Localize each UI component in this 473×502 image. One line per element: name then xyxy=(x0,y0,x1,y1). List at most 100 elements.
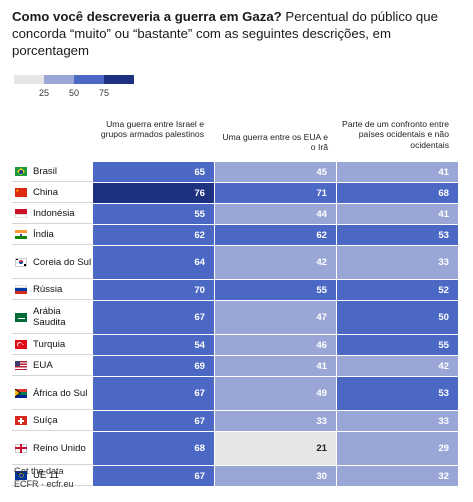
country-cell: Índia xyxy=(12,225,92,245)
value-cell: 41 xyxy=(336,204,458,224)
table-row: Índia 62 62 53 xyxy=(12,225,458,246)
indonesia-flag-icon xyxy=(15,209,27,218)
get-data-link[interactable]: Get the data xyxy=(14,466,64,476)
value-cell: 71 xyxy=(214,183,336,203)
value-cell: 44 xyxy=(214,204,336,224)
value-cell: 55 xyxy=(214,280,336,300)
legend-tick-25: 25 xyxy=(38,88,50,98)
country-name: África do Sul xyxy=(33,387,88,399)
value-cell: 62 xyxy=(214,225,336,245)
country-name: UE 11 xyxy=(33,470,59,481)
value-cell: 21 xyxy=(214,432,336,465)
table-row: Rússia 70 55 52 xyxy=(12,280,458,301)
legend-tick-labels: 25 50 75 xyxy=(14,88,134,100)
source-credit: ECFR · ecfr.eu xyxy=(14,479,74,489)
value-cell: 33 xyxy=(336,246,458,279)
table-row: Indonésia 55 44 41 xyxy=(12,204,458,225)
value-cell: 49 xyxy=(214,377,336,410)
value-cell: 54 xyxy=(92,335,214,355)
value-cell: 50 xyxy=(336,301,458,334)
legend-swatch xyxy=(74,75,104,84)
value-cell: 45 xyxy=(214,162,336,182)
table-row: Coreia do Sul 64 42 33 xyxy=(12,246,458,280)
country-name: Turquia xyxy=(33,339,66,350)
country-cell: Indonésia xyxy=(12,204,92,224)
chart-title: Como você descreveria a guerra em Gaza? … xyxy=(12,8,464,59)
country-name: EUA xyxy=(33,360,53,371)
value-cell: 55 xyxy=(336,335,458,355)
turkey-flag-icon xyxy=(15,340,27,349)
legend-swatch xyxy=(14,75,44,84)
color-legend: 25 50 75 xyxy=(14,75,134,100)
value-cell: 67 xyxy=(92,377,214,410)
value-cell: 33 xyxy=(336,411,458,431)
value-cell: 69 xyxy=(92,356,214,376)
title-question: Como você descreveria a guerra em Gaza? xyxy=(12,9,282,24)
country-name: Arábia Saudita xyxy=(33,306,66,328)
data-table: Brasil 65 45 41 China 76 71 68 Indonésia 55 44 41 Ín… xyxy=(12,162,458,487)
table-row: China 76 71 68 xyxy=(12,183,458,204)
value-cell: 67 xyxy=(92,411,214,431)
table-row: Brasil 65 45 41 xyxy=(12,162,458,183)
country-cell: Reino Unido xyxy=(12,432,92,465)
country-cell: Coreia do Sul xyxy=(12,246,92,279)
footer: Get the data ECFR · ecfr.eu xyxy=(14,465,74,491)
value-cell: 68 xyxy=(336,183,458,203)
value-cell: 29 xyxy=(336,432,458,465)
country-cell: China xyxy=(12,183,92,203)
india-flag-icon xyxy=(15,230,27,239)
country-cell: Suíça xyxy=(12,411,92,431)
value-cell: 30 xyxy=(214,466,336,486)
value-cell: 55 xyxy=(92,204,214,224)
country-cell: UE 11 xyxy=(12,466,92,486)
country-cell: África do Sul xyxy=(12,377,92,410)
value-cell: 67 xyxy=(92,301,214,334)
value-cell: 67 xyxy=(92,466,214,486)
country-name: China xyxy=(33,187,59,198)
country-name: Coreia do Sul xyxy=(33,256,92,268)
value-cell: 46 xyxy=(214,335,336,355)
legend-tick-50: 50 xyxy=(68,88,80,98)
value-cell: 41 xyxy=(214,356,336,376)
column-header-israel-palestine: Uma guerra entre Israel e grupos armados… xyxy=(100,119,204,140)
table-row: Suíça 67 33 33 xyxy=(12,411,458,432)
country-cell: Arábia Saudita xyxy=(12,301,92,334)
legend-tick-75: 75 xyxy=(98,88,110,98)
title-description: Percentual do público que concorda “muit… xyxy=(12,9,438,58)
value-cell: 53 xyxy=(336,377,458,410)
table-row: UE 11 67 30 32 xyxy=(12,466,458,487)
country-name: Índia xyxy=(33,229,54,240)
china-flag-icon xyxy=(15,188,27,197)
value-cell: 64 xyxy=(92,246,214,279)
value-cell: 65 xyxy=(92,162,214,182)
country-cell: Brasil xyxy=(12,162,92,182)
value-cell: 32 xyxy=(336,466,458,486)
table-row: África do Sul 67 49 53 xyxy=(12,377,458,411)
value-cell: 76 xyxy=(92,183,214,203)
column-header-west-vs-nonwest: Parte de um confronto entre países ocide… xyxy=(341,119,449,150)
legend-swatch xyxy=(104,75,134,84)
usa-flag-icon xyxy=(15,361,27,370)
eu-flag-icon xyxy=(15,471,27,480)
country-name: Suíça xyxy=(33,415,58,426)
russia-flag-icon xyxy=(15,285,27,294)
value-cell: 53 xyxy=(336,225,458,245)
switzerland-flag-icon xyxy=(15,416,27,425)
legend-swatch xyxy=(44,75,74,84)
value-cell: 68 xyxy=(92,432,214,465)
column-header-usa-iran: Uma guerra entre os EUA e o Irã xyxy=(222,132,328,153)
value-cell: 42 xyxy=(214,246,336,279)
country-name: Reino Unido xyxy=(33,442,86,454)
south-korea-flag-icon xyxy=(15,257,27,267)
legend-color-scale xyxy=(14,75,134,84)
table-row: Turquia 54 46 55 xyxy=(12,335,458,356)
table-row: Reino Unido 68 21 29 xyxy=(12,432,458,466)
value-cell: 41 xyxy=(336,162,458,182)
value-cell: 33 xyxy=(214,411,336,431)
table-row: Arábia Saudita 67 47 50 xyxy=(12,301,458,335)
south-africa-flag-icon xyxy=(15,388,27,398)
country-cell: Rússia xyxy=(12,280,92,300)
country-cell: Turquia xyxy=(12,335,92,355)
table-row: EUA 69 41 42 xyxy=(12,356,458,377)
saudi-arabia-flag-icon xyxy=(15,312,27,322)
